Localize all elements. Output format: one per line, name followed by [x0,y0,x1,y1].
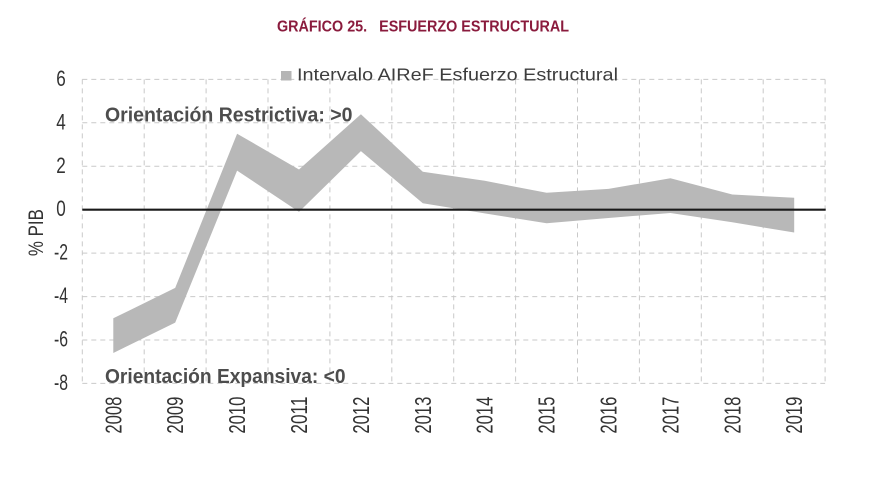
svg-text:-6: -6 [54,327,68,352]
svg-text:6: 6 [56,66,66,91]
svg-text:2017: 2017 [657,397,683,434]
svg-text:-4: -4 [54,283,68,308]
svg-text:2018: 2018 [719,397,745,434]
svg-text:4: 4 [56,109,66,134]
svg-text:2: 2 [56,153,66,178]
svg-text:Orientación Restrictiva: >0: Orientación Restrictiva: >0 [105,105,353,127]
svg-text:2010: 2010 [224,397,250,434]
svg-text:-8: -8 [54,370,68,395]
svg-text:Intervalo AIReF Esfuerzo Estru: Intervalo AIReF Esfuerzo Estructural [297,65,618,85]
svg-text:2009: 2009 [162,397,188,434]
svg-text:2014: 2014 [472,396,498,433]
svg-text:2016: 2016 [596,397,622,434]
svg-text:2013: 2013 [410,397,436,434]
svg-text:Orientación Expansiva: <0: Orientación Expansiva: <0 [105,366,346,388]
svg-text:2012: 2012 [348,397,374,434]
svg-text:2008: 2008 [100,397,126,434]
svg-text:GRÁFICO 25. ESFUERZO ESTRUCT: GRÁFICO 25. ESFUERZO ESTRUCTURAL [277,17,569,36]
svg-text:2015: 2015 [534,397,560,434]
svg-text:2011: 2011 [286,397,312,434]
svg-text:0: 0 [56,196,66,221]
svg-text:-2: -2 [54,240,68,265]
svg-text:% PIB: % PIB [25,209,48,256]
svg-text:2019: 2019 [781,397,807,434]
